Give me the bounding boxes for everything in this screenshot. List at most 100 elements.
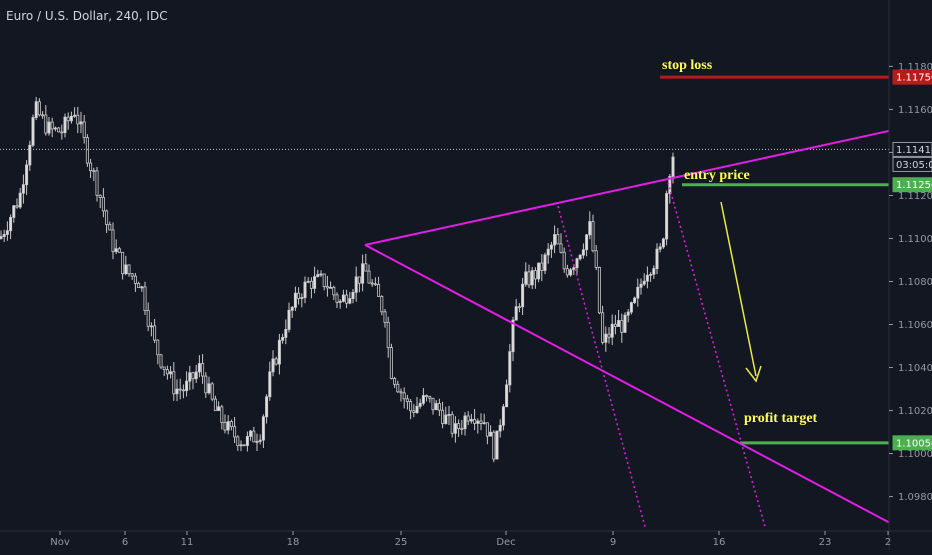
candle bbox=[559, 233, 563, 254]
candle-body bbox=[460, 428, 464, 430]
candle-body bbox=[274, 358, 278, 365]
candle bbox=[121, 251, 125, 280]
upper-wedge-line bbox=[364, 129, 890, 246]
candle-body bbox=[117, 248, 121, 253]
candle-body bbox=[441, 409, 445, 425]
candle-body bbox=[549, 244, 553, 250]
candle bbox=[418, 398, 422, 409]
candle-body bbox=[277, 339, 281, 365]
candle bbox=[581, 243, 585, 259]
profit-target-price-box-bg bbox=[892, 435, 932, 451]
candle bbox=[2, 229, 6, 242]
candle bbox=[137, 281, 141, 288]
candle-body bbox=[220, 406, 224, 423]
candle-body bbox=[175, 388, 179, 395]
candle-body bbox=[393, 378, 397, 385]
candle bbox=[639, 278, 643, 295]
candle bbox=[508, 344, 512, 393]
candle-body bbox=[540, 262, 544, 271]
candle bbox=[98, 194, 102, 209]
countdown-box-text: 03:05:02 bbox=[896, 160, 932, 171]
candle bbox=[466, 411, 470, 426]
candle bbox=[57, 127, 61, 133]
candle bbox=[28, 140, 32, 171]
candle bbox=[485, 422, 489, 445]
candle-body bbox=[341, 294, 345, 302]
candle-body bbox=[597, 267, 601, 314]
candle-body bbox=[671, 156, 675, 177]
candle-body bbox=[601, 312, 605, 343]
candle-body bbox=[284, 328, 288, 338]
candle bbox=[82, 114, 86, 144]
candle bbox=[313, 266, 317, 294]
candle-body bbox=[437, 403, 441, 411]
candle bbox=[527, 264, 531, 289]
candle-body bbox=[434, 403, 438, 411]
candle bbox=[319, 270, 323, 278]
candle bbox=[41, 111, 45, 119]
candle bbox=[169, 366, 173, 379]
candle-body bbox=[613, 323, 617, 327]
candle bbox=[165, 365, 169, 380]
y-tick-label: 1.10600 bbox=[898, 320, 932, 331]
candle bbox=[204, 372, 208, 398]
candle-body bbox=[629, 302, 633, 313]
candle bbox=[636, 278, 640, 307]
candle-body bbox=[373, 283, 377, 286]
stop-loss-price-box-text: 1.11750 bbox=[896, 73, 932, 84]
candle-body bbox=[236, 436, 240, 447]
candle-body bbox=[565, 268, 569, 276]
candle bbox=[421, 388, 425, 406]
candle bbox=[303, 276, 307, 304]
candle bbox=[15, 198, 19, 209]
candle-body bbox=[482, 422, 486, 425]
candle bbox=[377, 276, 381, 297]
candle-body bbox=[226, 421, 230, 431]
candle-body bbox=[655, 248, 659, 270]
countdown-box-bg bbox=[892, 156, 932, 172]
candle bbox=[425, 394, 429, 402]
candle bbox=[396, 380, 400, 393]
candle bbox=[357, 276, 361, 293]
candle-body bbox=[501, 406, 505, 426]
y-tick-label: 1.11200 bbox=[898, 191, 932, 202]
candle bbox=[453, 416, 457, 443]
candle bbox=[290, 305, 294, 318]
candle bbox=[140, 285, 144, 292]
candle bbox=[565, 264, 569, 278]
candle-body bbox=[233, 426, 237, 438]
entry-price-box-text: 1.11250 bbox=[896, 180, 932, 191]
candle-body bbox=[421, 395, 425, 404]
candle bbox=[434, 400, 438, 411]
candle-body bbox=[553, 234, 557, 246]
candle-body bbox=[665, 193, 669, 240]
candle-body bbox=[146, 310, 150, 327]
candle-body bbox=[626, 311, 630, 316]
candle bbox=[233, 417, 237, 444]
candle bbox=[562, 247, 566, 273]
candle-body bbox=[620, 320, 624, 333]
candle-body bbox=[201, 363, 205, 377]
candle-body bbox=[652, 268, 656, 275]
candle-body bbox=[444, 414, 448, 425]
candle bbox=[645, 266, 649, 289]
candle-body bbox=[85, 137, 89, 164]
entry-price-box: 1.11250 bbox=[892, 177, 932, 193]
candle-body bbox=[255, 441, 259, 443]
y-tick-label: 1.11800 bbox=[898, 62, 932, 73]
candle-body bbox=[172, 371, 176, 395]
candle-body bbox=[127, 264, 131, 275]
candle-body bbox=[207, 383, 211, 394]
candle-body bbox=[517, 306, 521, 309]
candle-body bbox=[242, 444, 246, 447]
candle-body bbox=[396, 383, 400, 393]
projection-line-1 bbox=[557, 206, 646, 527]
candle-body bbox=[185, 380, 189, 392]
candle-body bbox=[66, 116, 70, 122]
candle bbox=[370, 279, 374, 287]
candle bbox=[229, 419, 233, 431]
candle-body bbox=[357, 276, 361, 284]
candle-body bbox=[124, 264, 128, 275]
